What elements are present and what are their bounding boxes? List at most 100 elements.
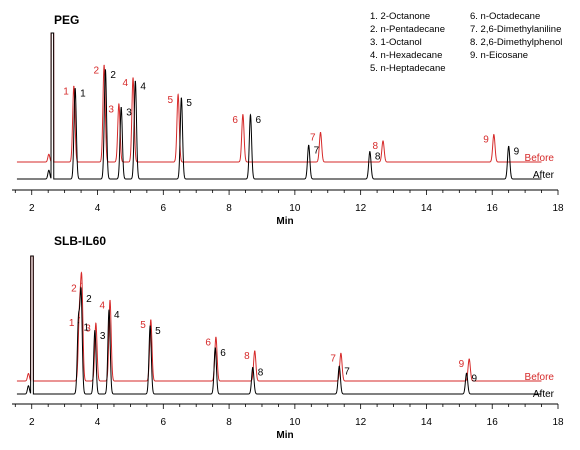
legend-item: 7. 2,6-Dimethylaniline [470,24,561,35]
before-peak-apex [382,140,384,142]
before-peak-label: 9 [483,135,489,146]
after-peak-apex [338,365,340,367]
x-tick-label: 14 [421,417,433,428]
after-peak-apex [134,80,136,82]
compound-legend: 1. 2-Octanone 2. n-Pentadecane 3. 1-Octa… [370,11,562,74]
before-peak-label: 2 [71,283,77,294]
before-peak-apex [242,114,244,116]
x-tick-label: 6 [161,203,167,214]
before-peak-apex [468,358,470,360]
after-peak-label: 4 [140,81,146,92]
before-peak-label: 5 [140,320,146,331]
before-peak-label: 9 [459,359,465,370]
after-peak-apex [214,347,216,349]
x-tick-label: 14 [421,203,433,214]
before-peak-apex [150,319,152,321]
before-peak-apex [118,103,120,105]
after-peak-apex [249,114,252,116]
before-peak-apex [109,299,111,302]
after-peak-apex [308,144,310,146]
after-peak-apex [77,322,80,324]
chart-title: SLB-IL60 [54,234,106,248]
after-peak-apex [508,145,510,148]
legend-item: 5. n-Heptadecane [370,63,446,74]
before-peak-label: 2 [94,65,100,76]
after-peak-label: 8 [258,368,264,379]
before-peak-label: 6 [205,337,211,348]
before-series-label: Before [525,153,555,164]
before-peak-label: 5 [168,95,174,106]
before-peak-label: 3 [85,324,91,335]
before-peak-apex [493,134,495,136]
x-tick-label: 16 [487,203,499,214]
before-peak-label: 4 [99,301,105,312]
after-peak-label: 6 [255,115,261,126]
after-peak-apex [80,293,82,295]
after-peak-apex [180,97,182,99]
x-axis-label: Min [276,216,293,227]
x-tick-label: 8 [226,417,232,428]
after-peak-label: 6 [220,348,226,359]
before-peak-apex [254,350,256,352]
before-peak-apex [78,317,81,319]
after-peak-apex [94,330,96,332]
before-peak-apex [340,352,342,354]
after-peak-label: 9 [514,146,520,157]
before-peak-apex [81,282,83,284]
after-peak-label: 5 [155,326,161,337]
x-tick-label: 2 [29,417,35,428]
after-peak-apex [108,309,110,311]
x-tick-label: 6 [161,417,167,428]
chart-title: PEG [54,13,79,27]
x-axis-label: Min [276,430,293,441]
x-tick-label: 10 [289,203,301,214]
before-peak-label: 8 [372,141,378,152]
before-peak-label: 7 [330,353,336,364]
after-peak-label: 2 [110,70,116,81]
before-trace [16,32,542,164]
x-tick-label: 4 [95,417,101,428]
before-series-label: Before [525,372,555,383]
after-peak-label: 3 [126,108,132,119]
before-peak-apex [132,77,134,79]
after-series-label: After [533,170,555,181]
x-tick-label: 16 [487,417,499,428]
before-peak-apex [177,94,179,96]
after-trace [16,32,542,180]
legend-item: 6. n-Octadecane [470,11,540,22]
legend-item: 3. 1-Octanol [370,37,422,48]
after-peak-label: 3 [100,331,106,342]
after-peak-label: 7 [314,145,320,156]
before-peak-apex [319,132,322,134]
before-trace [16,255,542,383]
before-peak-label: 8 [244,351,250,362]
legend-item: 4. n-Hexadecane [370,50,442,61]
after-peak-apex [149,325,151,327]
legend-item: 9. n-Eicosane [470,50,528,61]
after-peak-apex [252,366,254,369]
x-tick-label: 12 [355,203,367,214]
legend-item: 2. n-Pentadecane [370,24,445,35]
after-peak-label: 1 [83,323,89,334]
x-tick-label: 8 [226,203,232,214]
before-peak-apex [103,64,105,66]
x-tick-label: 10 [289,417,301,428]
before-peak-label: 7 [310,133,316,144]
after-peak-apex [104,69,107,71]
before-peak-label: 6 [232,115,238,126]
before-peak-apex [95,322,97,325]
after-peak-apex [465,372,468,374]
x-tick-label: 18 [552,203,564,214]
legend-item: 8. 2,6-Dimethylphenol [470,37,562,48]
after-peak-label: 2 [86,294,92,305]
before-peak-label: 4 [122,78,128,89]
after-peak-label: 8 [375,152,381,163]
before-peak-label: 1 [63,86,69,97]
after-peak-label: 9 [472,373,478,384]
after-peak-label: 5 [186,98,192,109]
x-tick-label: 18 [552,417,564,428]
legend-item: 1. 2-Octanone [370,11,430,22]
